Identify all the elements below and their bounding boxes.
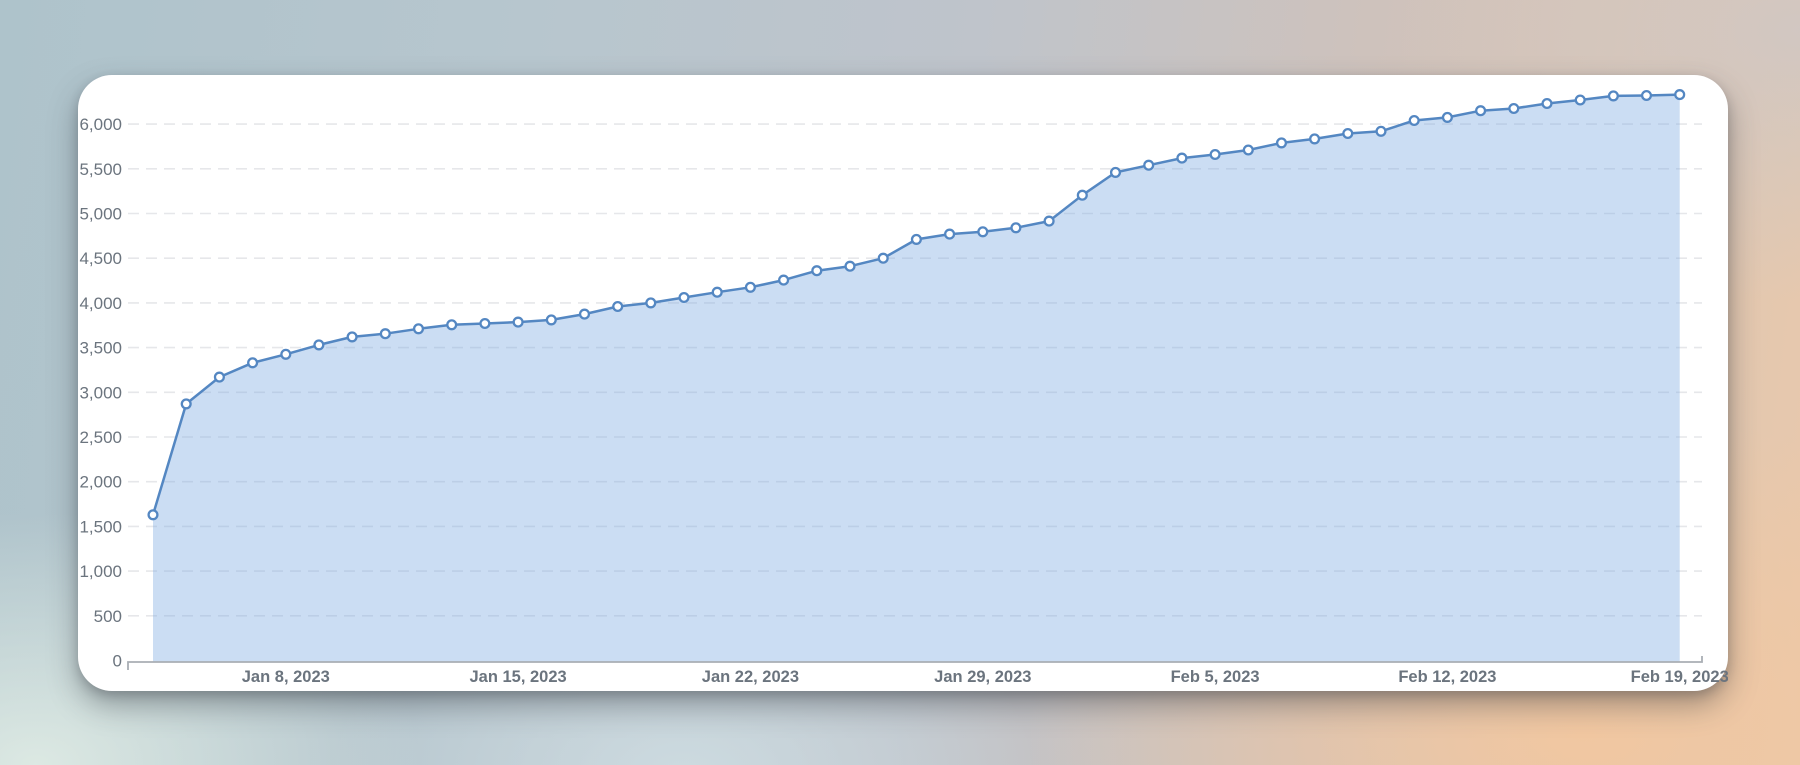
y-axis-tick-label: 5,000 xyxy=(79,205,122,224)
data-point-marker xyxy=(678,291,690,304)
data-point-marker xyxy=(1242,144,1254,156)
data-point-marker xyxy=(910,233,922,245)
data-point-marker xyxy=(1674,89,1686,101)
y-axis-tick-label: 2,000 xyxy=(79,473,122,492)
data-point-marker xyxy=(213,371,225,383)
data-point-marker xyxy=(313,339,325,351)
data-point-marker xyxy=(1010,222,1022,234)
x-axis-tick-label: Jan 15, 2023 xyxy=(469,668,566,686)
data-point-marker xyxy=(180,398,192,410)
y-axis-tick-label: 0 xyxy=(113,652,122,671)
data-point-marker xyxy=(379,328,391,340)
x-axis-tick-label: Feb 19, 2023 xyxy=(1631,668,1728,686)
data-point-marker xyxy=(1607,90,1619,102)
y-axis-tick-label: 1,500 xyxy=(79,517,122,536)
data-point-marker xyxy=(412,323,425,335)
data-point-marker xyxy=(1109,166,1122,178)
data-point-marker xyxy=(1176,152,1188,164)
y-axis-tick-label: 2,500 xyxy=(79,428,122,447)
data-point-marker xyxy=(744,281,756,293)
data-point-marker xyxy=(944,228,956,240)
data-point-marker xyxy=(1275,137,1288,149)
data-point-marker xyxy=(578,308,591,320)
data-point-marker xyxy=(844,260,856,272)
data-point-marker xyxy=(645,297,657,309)
y-axis-tick-label: 3,500 xyxy=(79,339,122,358)
data-point-marker xyxy=(247,357,259,369)
data-point-marker xyxy=(1640,89,1653,102)
data-point-marker xyxy=(346,331,358,343)
area-fill xyxy=(153,94,1680,663)
data-point-marker xyxy=(1375,125,1387,137)
data-point-marker xyxy=(1541,97,1553,110)
y-axis-tick-label: 6,000 xyxy=(79,115,122,134)
x-axis-tick-label: Jan 29, 2023 xyxy=(934,668,1031,686)
data-point-marker xyxy=(280,348,292,360)
data-point-marker xyxy=(1508,102,1520,115)
data-point-marker xyxy=(1408,114,1420,127)
data-point-marker xyxy=(1143,159,1155,171)
data-point-marker xyxy=(778,274,790,286)
data-point-marker xyxy=(711,286,723,298)
data-point-marker xyxy=(545,314,557,326)
x-axis-tick-label: Jan 22, 2023 xyxy=(702,668,799,686)
x-axis-line xyxy=(127,656,1703,670)
y-axis-tick-label: 4,000 xyxy=(79,294,122,313)
x-axis-tick-label: Feb 5, 2023 xyxy=(1171,668,1260,686)
y-axis-tick-label: 500 xyxy=(94,607,122,626)
data-point-marker xyxy=(1574,94,1586,106)
data-point-marker xyxy=(1475,105,1487,117)
data-point-marker xyxy=(612,300,624,313)
data-point-marker xyxy=(512,316,524,328)
y-axis-tick-label: 4,500 xyxy=(79,249,122,268)
data-point-marker xyxy=(977,226,989,238)
data-point-marker xyxy=(1209,148,1221,161)
y-axis-tick-label: 1,000 xyxy=(79,562,122,581)
cumulative-area-chart: 0 500 1,000 1,500 2,000 2,500 3,000 3,500 4,000 4… xyxy=(79,89,1728,686)
data-point-marker xyxy=(1043,215,1055,227)
data-point-marker xyxy=(1309,133,1321,145)
data-point-marker xyxy=(811,265,823,277)
chart-card: 0 500 1,000 1,500 2,000 2,500 3,000 3,500 4,000 4… xyxy=(78,75,1728,691)
y-axis-tick-label: 5,500 xyxy=(79,160,122,179)
data-point-marker xyxy=(1342,127,1354,140)
data-point-marker xyxy=(147,509,159,521)
y-axis-tick-label: 3,000 xyxy=(79,383,122,402)
data-point-marker xyxy=(1076,189,1088,201)
x-axis-tick-label: Jan 8, 2023 xyxy=(242,668,330,686)
data-point-marker xyxy=(1441,111,1453,123)
x-axis-tick-label: Feb 12, 2023 xyxy=(1398,668,1496,686)
data-point-marker xyxy=(877,252,889,264)
data-point-marker xyxy=(446,319,458,331)
data-point-marker xyxy=(479,317,491,330)
